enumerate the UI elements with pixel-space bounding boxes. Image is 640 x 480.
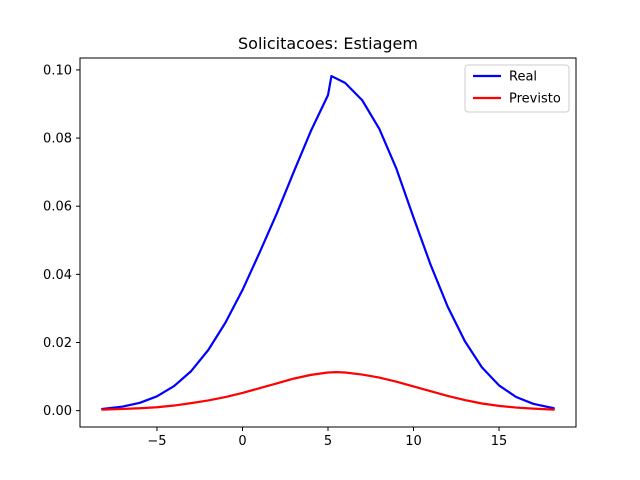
y-tick-label: 0.08: [43, 132, 72, 147]
legend: Real Previsto: [464, 64, 570, 113]
series-layer: [101, 74, 555, 411]
x-tick-label: 10: [405, 434, 422, 449]
x-tick-label: 15: [491, 434, 508, 449]
y-tick-label: 0.04: [43, 268, 72, 283]
x-tick-label: 5: [324, 434, 332, 449]
x-tick-label: −5: [147, 434, 166, 449]
y-tick-label: 0.00: [43, 404, 72, 419]
x-axis: −5 0 5 10 15: [147, 427, 507, 449]
y-tick-label: 0.10: [43, 63, 72, 78]
legend-label-real: Real: [509, 70, 537, 85]
legend-label-previsto: Previsto: [509, 92, 561, 107]
y-axis: 0.00 0.02 0.04 0.06 0.08 0.10: [43, 63, 80, 419]
y-tick-label: 0.02: [43, 336, 72, 351]
series-line-real: [101, 74, 555, 411]
x-tick-label: 0: [238, 434, 246, 449]
series-line-previsto: [101, 371, 555, 411]
chart-title: Solicitacoes: Estiagem: [238, 34, 418, 53]
y-tick-label: 0.06: [43, 200, 72, 215]
